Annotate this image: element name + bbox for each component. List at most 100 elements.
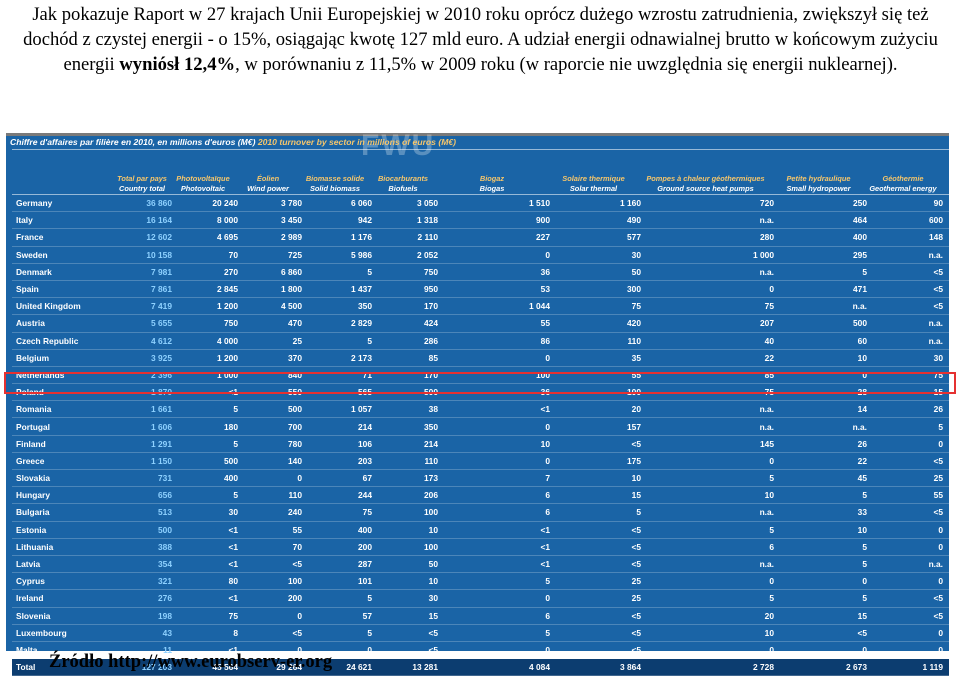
value-cell: 0 <box>308 641 378 660</box>
value-cell: <5 <box>556 607 647 625</box>
value-cell: 6 <box>444 486 556 505</box>
value-cell: 5 <box>647 469 780 488</box>
value-cell: 350 <box>378 417 444 436</box>
country-cell: Sweden <box>12 246 122 264</box>
header-divider <box>12 194 949 195</box>
value-cell: n.a. <box>647 555 780 574</box>
country-total-cell: 7 981 <box>122 263 178 281</box>
column-header-fr: Géothermie <box>882 174 924 183</box>
country-total-cell: 731 <box>122 469 178 488</box>
value-cell: 270 <box>178 263 244 281</box>
country-total-cell: 10 158 <box>122 246 178 264</box>
value-cell: 110 <box>244 486 308 505</box>
value-cell: 0 <box>244 641 308 660</box>
column-header-en: Solar thermal <box>569 183 618 193</box>
table-row: Italy 16 164 8 000 3 450 942 1 318 900 490 n.a. 4… <box>12 211 949 230</box>
value-cell: n.a. <box>647 417 780 436</box>
table-row: Cyprus 321 80 100 101 10 5 25 0 0 0 <box>12 572 949 591</box>
column-header-en: Solid biomass <box>309 183 361 193</box>
country-total-cell: 12 602 <box>122 228 178 247</box>
value-cell: 30 <box>556 246 647 264</box>
country-total-cell: 36 860 <box>122 195 178 213</box>
top-divider <box>6 133 949 136</box>
country-cell: Belgium <box>12 349 122 367</box>
column-header-fr: Biogaz <box>479 174 505 183</box>
value-cell: <5 <box>873 589 949 608</box>
value-cell: <5 <box>556 555 647 574</box>
value-cell: <1 <box>444 521 556 539</box>
value-cell: 170 <box>378 366 444 385</box>
value-cell: <1 <box>178 589 244 608</box>
value-cell: 22 <box>780 452 873 471</box>
column-header: Biogaz Biogas <box>436 155 548 193</box>
column-header-fr: Pompes à chaleur géothermiques <box>646 174 765 183</box>
table-row: France 12 602 4 695 2 989 1 176 2 110 227 577 28… <box>12 228 949 247</box>
value-cell: 50 <box>378 555 444 574</box>
column-header-en: Wind power <box>247 183 289 193</box>
country-total-cell: 500 <box>122 521 178 539</box>
column-header-fr: Photovoltaïque <box>176 174 230 183</box>
value-cell: 100 <box>378 503 444 522</box>
value-cell: 26 <box>873 400 949 419</box>
country-cell: Romania <box>12 400 122 419</box>
country-total-cell: 7 861 <box>122 280 178 299</box>
value-cell: 75 <box>647 297 780 316</box>
table-row: Portugal 1 606 180 700 214 350 0 157 n.a. n.a. 5 <box>12 417 949 436</box>
value-cell: n.a. <box>647 211 780 230</box>
intro-bold-share: wyniósł 12,4% <box>119 54 236 75</box>
value-cell: 67 <box>308 469 378 488</box>
value-cell: 227 <box>444 228 556 247</box>
value-cell: <1 <box>178 521 244 539</box>
value-cell: 1 800 <box>244 280 308 299</box>
table-row: Belgium 3 925 1 200 370 2 173 85 0 35 22 10 30 <box>12 349 949 367</box>
value-cell: 2 989 <box>244 228 308 247</box>
value-cell: 750 <box>178 314 244 333</box>
value-cell: 173 <box>378 469 444 488</box>
intro-text-1: Jak pokazuje Raport w 27 krajach Unii Eu… <box>23 4 938 75</box>
value-cell: 7 <box>444 469 556 488</box>
column-header: Éolien Wind power <box>236 155 300 193</box>
value-cell: 55 <box>244 521 308 539</box>
value-cell: 6 <box>647 538 780 556</box>
value-cell: 25 <box>244 332 308 350</box>
value-cell: 148 <box>873 228 949 247</box>
country-total-cell: 43 <box>122 624 178 642</box>
value-cell: 500 <box>244 400 308 419</box>
value-cell: 2 173 <box>308 349 378 367</box>
table-row: Spain 7 861 2 845 1 800 1 437 950 53 300 0 471 <5 <box>12 280 949 299</box>
value-cell: 15 <box>780 607 873 625</box>
value-cell: 942 <box>308 211 378 230</box>
value-cell: 1 176 <box>308 228 378 247</box>
value-cell: 10 <box>647 486 780 505</box>
value-cell: 214 <box>378 435 444 453</box>
country-cell: Hungary <box>12 486 122 505</box>
value-cell: 140 <box>244 452 308 471</box>
value-cell: 2 728 <box>647 658 780 676</box>
value-cell: 38 <box>378 400 444 419</box>
value-cell: 0 <box>873 624 949 642</box>
country-total-cell: 1 150 <box>122 452 178 471</box>
value-cell: 10 <box>378 572 444 591</box>
value-cell: 400 <box>780 228 873 247</box>
table-row: Estonia 500 <1 55 400 10 <1 <5 5 10 0 <box>12 521 949 539</box>
country-cell: Finland <box>12 435 122 453</box>
value-cell: 1 200 <box>178 297 244 316</box>
table-row: Sweden 10 158 70 725 5 986 2 052 0 30 1 000 295 n.… <box>12 246 949 264</box>
poland-highlight-box <box>4 372 956 394</box>
country-cell: Cyprus <box>12 572 122 591</box>
country-total-cell: 198 <box>122 607 178 625</box>
turnover-table: Germany 36 860 20 240 3 780 6 060 3 050 1 510 1… <box>12 195 949 676</box>
value-cell: 470 <box>244 314 308 333</box>
value-cell: 2 110 <box>378 228 444 247</box>
value-cell: 0 <box>444 246 556 264</box>
value-cell: 85 <box>647 366 780 385</box>
value-cell: <5 <box>780 624 873 642</box>
country-total-cell: 388 <box>122 538 178 556</box>
value-cell: 5 <box>556 503 647 522</box>
value-cell: 75 <box>308 503 378 522</box>
value-cell: <5 <box>244 555 308 574</box>
value-cell: <5 <box>244 624 308 642</box>
value-cell: 0 <box>780 366 873 385</box>
value-cell: 0 <box>873 521 949 539</box>
value-cell: 200 <box>244 589 308 608</box>
